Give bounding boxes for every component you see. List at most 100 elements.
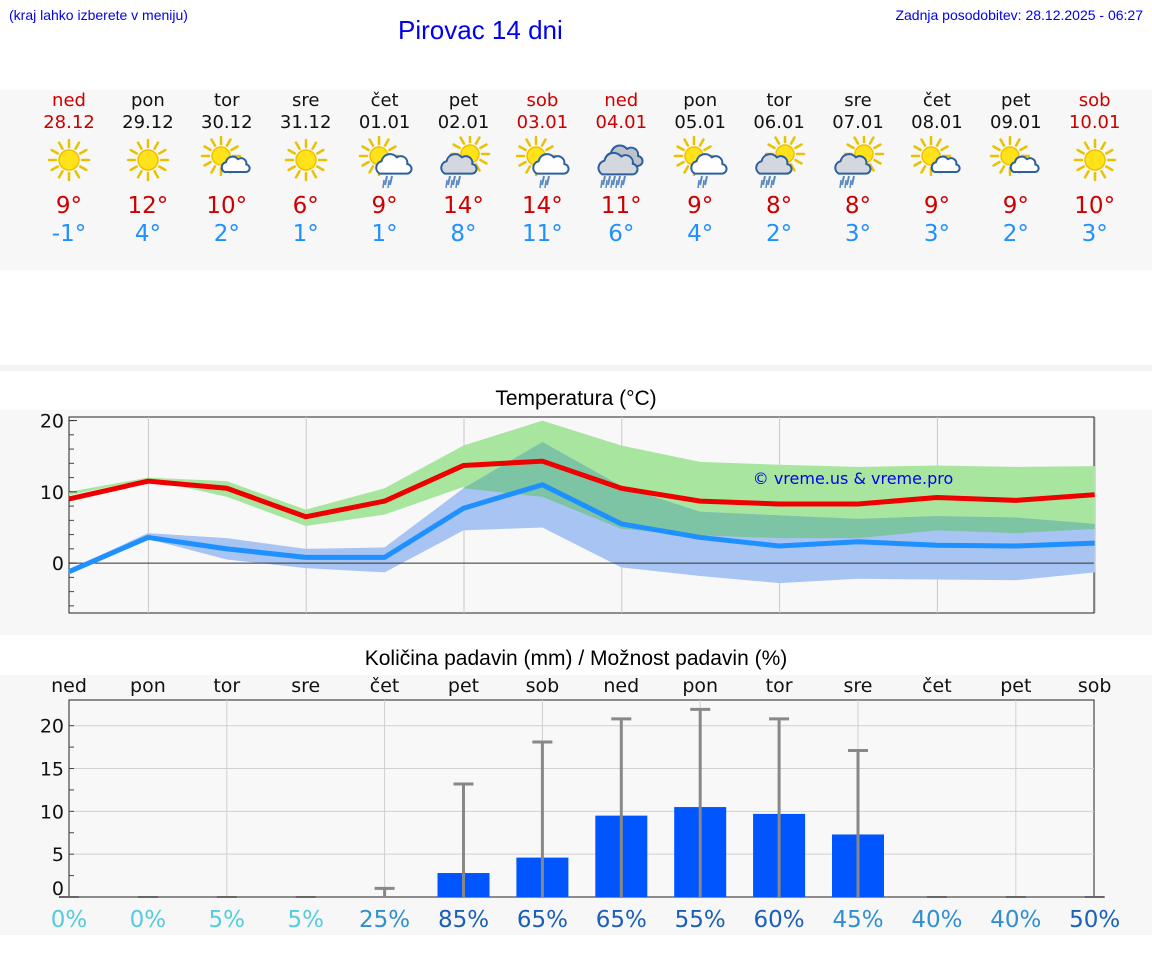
precip-probability: 5% [287,907,324,933]
day-name: tor [214,90,240,111]
day-name: sre [291,90,320,111]
category-label: pet [448,675,479,697]
precip-probability: 25% [359,907,410,933]
day-date: 31.12 [279,112,332,133]
y-tick-label: 20 [40,411,64,433]
day-column: pet 09.01 9° 2° [976,90,1056,248]
y-tick-label: 0 [52,553,64,575]
day-name: pet [1001,90,1031,111]
precip-probability: 5% [209,907,246,933]
temperature-chart: 20 10 0 © vreme.us & vreme.pro [40,411,1096,614]
heavy-rain-cloud-icon [597,144,644,189]
day-name: ned [604,90,639,111]
precip-probability: 50% [1069,907,1120,933]
sun-cloud-rain-icon [516,136,570,189]
y-tick-label: 20 [40,716,64,738]
day-name: pon [130,90,165,111]
cloud-sun-rain-icon [834,136,885,189]
precip-probability: 0% [51,907,88,933]
min-temperature: 3° [1081,221,1108,247]
day-date: 03.01 [516,112,569,133]
day-name: čet [370,90,399,111]
day-date: 29.12 [122,112,174,133]
location-hint[interactable]: (kraj lahko izberete v meniju) [9,7,188,23]
precip-probability: 40% [911,907,962,933]
max-temperature: 9° [1002,193,1029,219]
day-name: sob [1078,90,1111,111]
min-temperature: 2° [1002,221,1029,247]
precip-probability: 40% [990,907,1041,933]
day-date: 10.01 [1068,112,1121,133]
sun-cloud-rain-icon [673,136,728,189]
max-temperature: 11° [600,193,642,219]
precipitation-title: Količina padavin (mm) / Možnost padavin … [364,647,788,670]
min-temperature: 8° [450,221,477,247]
forecast-strip [0,90,1152,270]
temperature-title: Temperatura (°C) [495,387,657,410]
sun-small-cloud-icon [200,136,251,177]
category-label: pon [130,675,166,697]
day-column: pon 05.01 9° 4° [660,90,740,248]
day-date: 05.01 [674,112,726,133]
category-label: sre [844,675,873,697]
max-temperature: 8° [844,193,872,219]
day-column: sob 10.01 10° 3° [1055,90,1135,248]
sun-icon [126,138,170,182]
max-temperature: 10° [1074,193,1116,219]
sun-icon [47,138,91,182]
category-label: pon [682,675,718,697]
max-temperature: 9° [687,193,714,219]
day-date: 07.01 [832,112,884,133]
sun-icon [284,138,327,182]
precip-probability: 60% [754,907,805,933]
max-temperature: 10° [206,193,248,219]
y-tick-label: 10 [40,482,64,504]
precip-probability: 65% [596,907,647,933]
day-date: 28.12 [43,112,95,133]
max-temperature: 14° [443,193,484,219]
sun-small-cloud-icon [910,136,961,177]
category-label: ned [51,675,87,697]
category-label: sre [291,675,320,697]
min-temperature: 3° [923,221,950,247]
day-name: sob [526,90,559,111]
last-updated: Zadnja posodobitev: 28.12.2025 - 06:27 [895,7,1143,23]
min-temperature: 1° [371,221,398,247]
max-temperature: 9° [371,193,398,219]
day-name: sre [844,90,872,111]
category-label: sob [526,675,560,697]
cloud-sun-rain-icon [439,136,490,189]
y-tick-label: 0 [52,878,64,900]
day-date: 06.01 [753,112,805,133]
day-name: pet [448,90,479,111]
min-temperature: 11° [522,221,563,247]
max-temperature: 12° [127,193,169,219]
max-temperature: 9° [923,193,950,219]
day-column: ned 28.12 9° -1° [29,90,109,248]
day-date: 09.01 [990,112,1042,133]
category-label: pet [1000,675,1031,697]
max-temperature: 6° [292,193,319,219]
day-column: sre 07.01 8° 3° [818,90,898,248]
divider [0,365,1152,371]
day-column: tor 30.12 10° 2° [187,90,267,248]
day-name: čet [922,90,951,111]
day-date: 30.12 [201,112,253,133]
sun-icon [1073,138,1116,182]
precipitation-chart: 20 15 10 5 0 ned pon tor sre čet pet sob ned pon tor sr… [40,675,1120,933]
watermark: © vreme.us & vreme.pro [753,469,954,488]
min-temperature: 6° [608,221,635,247]
max-temp-line [68,458,1095,520]
y-tick-label: 15 [40,759,64,781]
sun-small-cloud-icon [989,136,1040,177]
y-tick-label: 10 [40,801,64,823]
day-date: 04.01 [595,112,648,133]
category-label: ned [603,675,639,697]
day-column: sre 31.12 6° 1° [266,90,346,248]
category-label: čet [370,675,400,697]
min-temperature: -1° [51,221,87,247]
cloud-sun-rain-icon [755,136,806,189]
day-column: sob 03.01 14° 11° [502,90,582,248]
day-name: ned [52,90,86,111]
category-label: čet [922,675,952,697]
